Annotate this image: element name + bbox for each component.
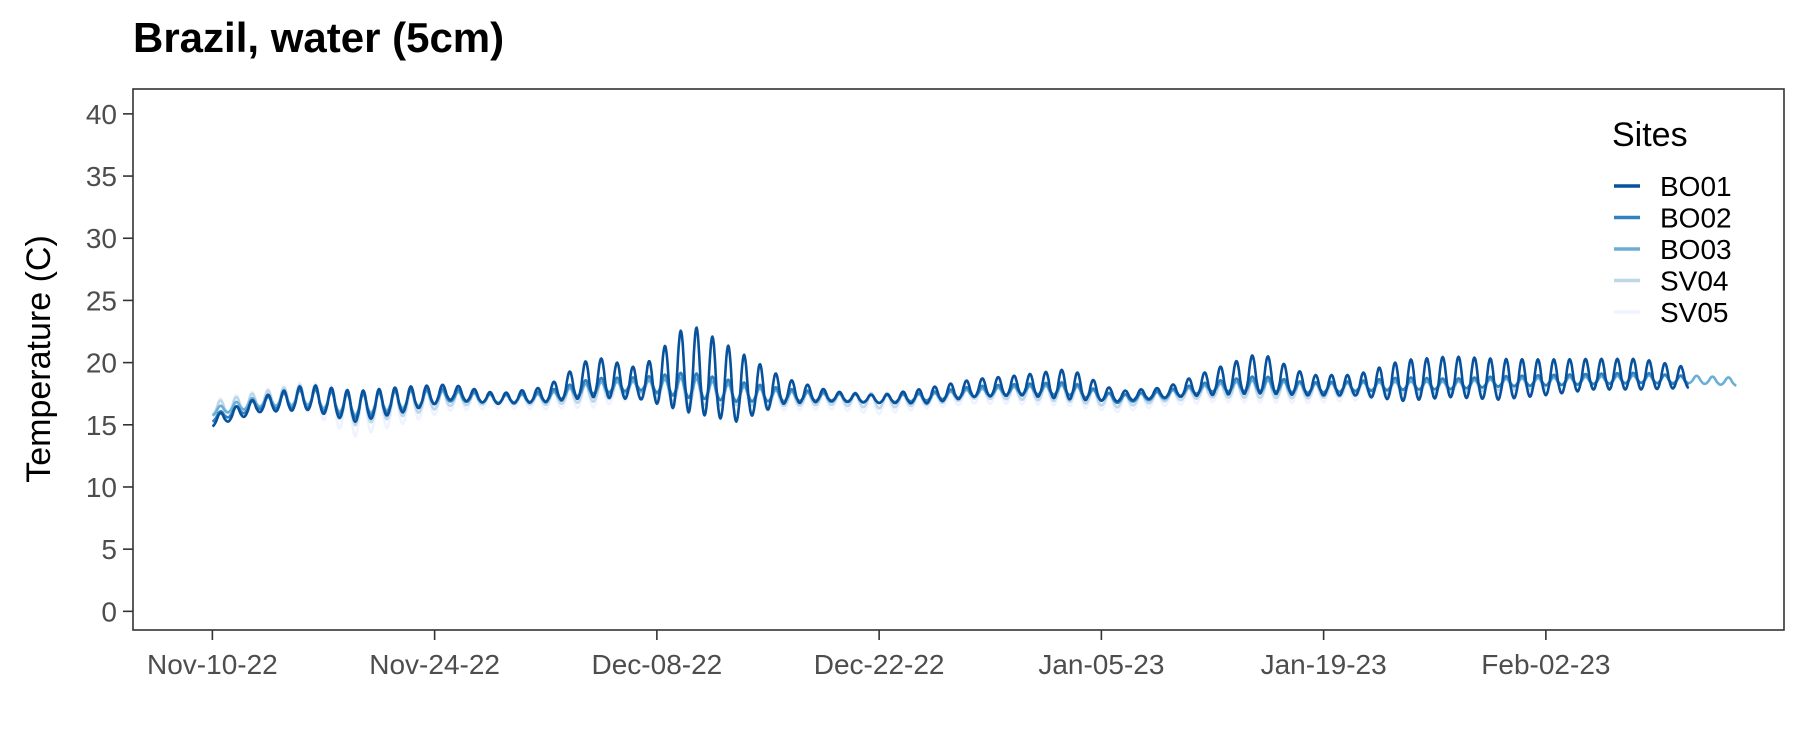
series-line-sv05 <box>211 372 1547 438</box>
legend-label-sv04: SV04 <box>1660 266 1729 297</box>
y-tick-label: 10 <box>86 472 117 503</box>
y-axis-label: Temperature (C) <box>20 235 58 483</box>
y-tick-label: 15 <box>86 410 117 441</box>
series-line-sv04 <box>211 374 1547 427</box>
legend-label-bo03: BO03 <box>1660 234 1732 265</box>
legend-label-bo02: BO02 <box>1660 203 1732 234</box>
x-tick-label: Nov-24-22 <box>369 649 500 680</box>
x-tick-label: Jan-19-23 <box>1261 649 1387 680</box>
y-axis: 0 5 10 15 20 25 30 35 40 <box>86 99 133 627</box>
chart-title: Brazil, water (5cm) <box>133 14 504 61</box>
x-tick-label: Feb-02-23 <box>1481 649 1610 680</box>
x-tick-label: Jan-05-23 <box>1038 649 1164 680</box>
y-tick-label: 30 <box>86 223 117 254</box>
y-tick-label: 20 <box>86 348 117 379</box>
y-tick-label: 0 <box>101 596 117 627</box>
series-group <box>211 326 1737 438</box>
plot-panel-border <box>132 88 1785 631</box>
x-tick-label: Nov-10-22 <box>147 649 278 680</box>
series-line-bo02 <box>211 371 1690 423</box>
y-tick-label: 5 <box>101 534 117 565</box>
y-tick-label: 25 <box>86 285 117 316</box>
y-tick-label: 35 <box>86 161 117 192</box>
legend-label-sv05: SV05 <box>1660 297 1729 328</box>
x-tick-label: Dec-22-22 <box>814 649 945 680</box>
legend-title: Sites <box>1612 116 1688 154</box>
series-line-bo01 <box>211 326 1690 428</box>
x-axis: Nov-10-22 Nov-24-22 Dec-08-22 Dec-22-22 Jan-… <box>147 630 1610 680</box>
x-tick-label: Dec-08-22 <box>592 649 723 680</box>
y-tick-label: 40 <box>86 99 117 130</box>
legend-label-bo01: BO01 <box>1660 171 1732 202</box>
